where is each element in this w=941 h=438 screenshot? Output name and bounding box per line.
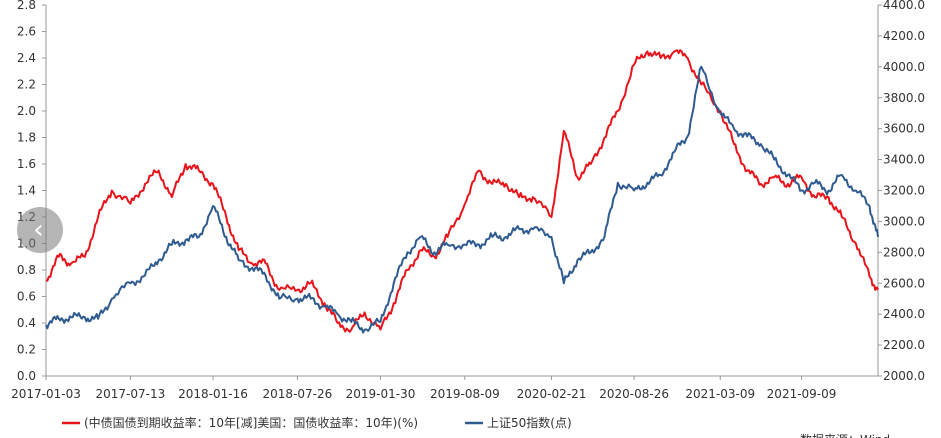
x-tick-label: 2019-01-30 bbox=[346, 387, 416, 401]
series-layer bbox=[45, 49, 879, 334]
yield-spread-line bbox=[46, 49, 879, 333]
left-tick-label: 0.2 bbox=[17, 343, 36, 357]
previous-arrow-button[interactable]: ‹ bbox=[17, 207, 63, 253]
left-y-axis: 0.00.20.40.60.81.01.21.41.61.82.02.22.42… bbox=[17, 0, 47, 383]
x-tick-label: 2018-07-26 bbox=[263, 387, 333, 401]
left-tick-label: 2.4 bbox=[17, 51, 36, 65]
x-tick-label: 2020-08-26 bbox=[599, 387, 669, 401]
source-watermark: 数据来源：Wind bbox=[800, 432, 890, 438]
left-tick-label: 1.8 bbox=[17, 131, 36, 145]
left-tick-label: 2.6 bbox=[17, 25, 36, 39]
right-tick-label: 4000.0 bbox=[883, 60, 925, 74]
left-tick-label: 0.6 bbox=[17, 290, 36, 304]
right-tick-label: 3400.0 bbox=[883, 153, 925, 167]
right-tick-label: 2000.0 bbox=[883, 369, 925, 383]
left-tick-label: 2.2 bbox=[17, 78, 36, 92]
x-tick-label: 2021-09-09 bbox=[767, 387, 837, 401]
right-tick-label: 2800.0 bbox=[883, 245, 925, 259]
sse50-index-line bbox=[45, 65, 879, 334]
right-tick-label: 2400.0 bbox=[883, 307, 925, 321]
right-y-axis: 2000.0 2200.0 2400.0 2600.0 2800.0 3000.0 3200… bbox=[877, 0, 925, 383]
left-tick-label: 1.4 bbox=[17, 184, 36, 198]
right-tick-label: 4400.0 bbox=[883, 0, 925, 12]
x-tick-label: 2021-03-09 bbox=[685, 387, 755, 401]
x-axis: 2017-01-03 2017-07-13 2018-01-16 2018-07-26… bbox=[11, 375, 878, 401]
left-tick-label: 0.0 bbox=[17, 369, 36, 383]
x-tick-label: 2018-01-16 bbox=[178, 387, 248, 401]
legend-label-sse50: 上证50指数(点) bbox=[487, 415, 572, 430]
right-tick-label: 3200.0 bbox=[883, 184, 925, 198]
left-tick-label: 0.4 bbox=[17, 316, 36, 330]
left-tick-label: 0.8 bbox=[17, 263, 36, 277]
x-tick-label: 2019-08-09 bbox=[430, 387, 500, 401]
x-tick-label: 2017-07-13 bbox=[96, 387, 166, 401]
right-tick-label: 3800.0 bbox=[883, 91, 925, 105]
right-tick-label: 4200.0 bbox=[883, 29, 925, 43]
x-tick-label: 2020-02-21 bbox=[517, 387, 587, 401]
left-tick-label: 2.0 bbox=[17, 104, 36, 118]
left-tick-label: 1.6 bbox=[17, 157, 36, 171]
right-tick-label: 3600.0 bbox=[883, 122, 925, 136]
right-tick-label: 3000.0 bbox=[883, 214, 925, 228]
x-tick-label: 2017-01-03 bbox=[11, 387, 81, 401]
right-tick-label: 2200.0 bbox=[883, 338, 925, 352]
legend-label-yield-spread: (中债国债到期收益率：10年[减]美国：国债收益率：10年)(%) bbox=[84, 415, 418, 430]
chevron-left-icon: ‹ bbox=[33, 215, 44, 245]
legend: (中债国债到期收益率：10年[减]美国：国债收益率：10年)(%) 上证50指数(… bbox=[62, 415, 890, 438]
right-tick-label: 2600.0 bbox=[883, 276, 925, 290]
left-tick-label: 2.8 bbox=[17, 0, 36, 12]
